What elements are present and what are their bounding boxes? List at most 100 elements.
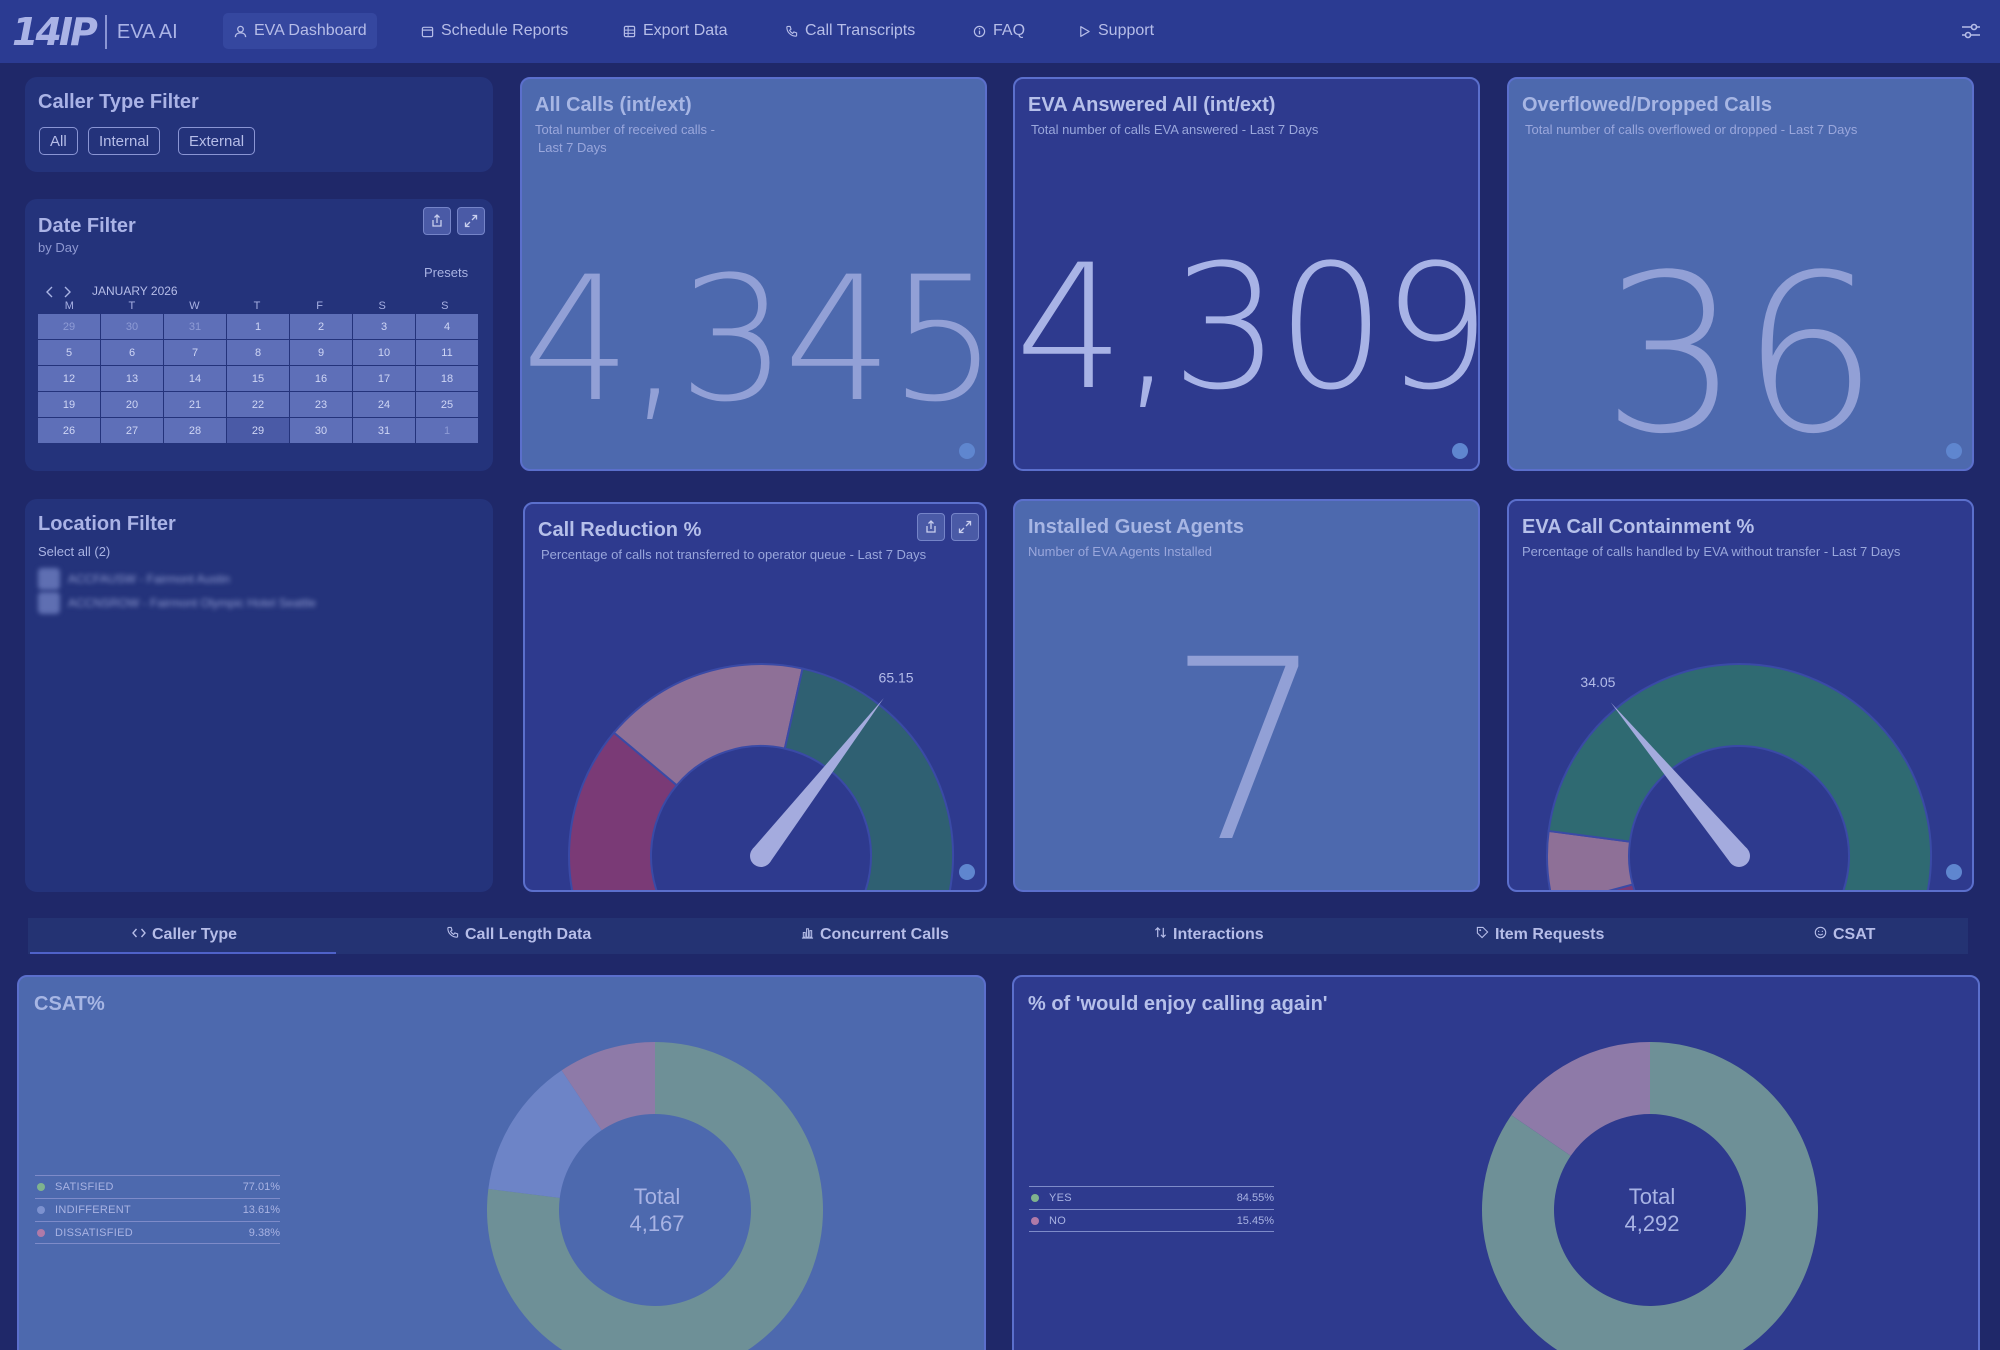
expand-button[interactable] xyxy=(951,513,979,541)
calendar-day[interactable]: 29 xyxy=(38,314,100,339)
nav-item-export-data[interactable]: Export Data xyxy=(612,13,737,49)
table-icon xyxy=(622,24,636,38)
call-reduction-gauge: 65.15100 xyxy=(568,663,954,890)
logo-mark: 14IP xyxy=(12,10,98,54)
logo[interactable]: 14IP EVA AI xyxy=(12,10,178,54)
calendar-day[interactable]: 30 xyxy=(101,314,163,339)
calendar-grid: 29 30 31 1 2 3 4 5 6 7 8 9 10 11 12 13 14 15 16 17 18 19 20 21 2… xyxy=(38,314,478,443)
share-button[interactable] xyxy=(917,513,945,541)
calendar-day[interactable]: 4 xyxy=(416,314,478,339)
tab-csat[interactable]: CSAT xyxy=(1814,926,1875,944)
select-all-link[interactable]: Select all (2) xyxy=(38,544,111,559)
filter-indicator-icon[interactable] xyxy=(1946,443,1962,459)
calendar-weekday-header: M T W T F S S xyxy=(38,300,476,312)
eva-answered-value: 4,309 xyxy=(1015,227,1480,428)
nav-item-faq[interactable]: FAQ xyxy=(962,13,1035,49)
location-option[interactable]: ACCNSROW - Fairmont Olympic Hotel Seattl… xyxy=(38,592,316,614)
caller-type-filter-title: Caller Type Filter xyxy=(38,91,199,113)
calendar-day[interactable]: 1 xyxy=(227,314,289,339)
calendar-day[interactable]: 1 xyxy=(416,418,478,443)
expand-button[interactable] xyxy=(457,207,485,235)
calendar-day[interactable]: 22 xyxy=(227,392,289,417)
chevron-left-icon[interactable] xyxy=(45,285,55,298)
filter-indicator-icon[interactable] xyxy=(1946,864,1962,880)
legend-row: DISSATISFIED 9.38% xyxy=(35,1221,280,1244)
calendar-day[interactable]: 18 xyxy=(416,366,478,391)
calendar-day[interactable]: 29 xyxy=(227,418,289,443)
nav-item-support[interactable]: Support xyxy=(1067,13,1164,49)
calendar-day[interactable]: 24 xyxy=(353,392,415,417)
calendar-day[interactable]: 25 xyxy=(416,392,478,417)
calendar-day[interactable]: 30 xyxy=(290,418,352,443)
presets-link[interactable]: Presets xyxy=(424,265,469,280)
phone-icon xyxy=(446,926,459,944)
calendar-day[interactable]: 5 xyxy=(38,340,100,365)
nav-item-label: Schedule Reports xyxy=(441,22,569,39)
calendar-icon xyxy=(420,24,434,38)
calendar-day[interactable]: 17 xyxy=(353,366,415,391)
donut-center-label: Total 4,167 xyxy=(597,1183,717,1237)
chevron-right-icon[interactable] xyxy=(62,285,72,298)
legend-swatch xyxy=(37,1206,45,1214)
calendar-day[interactable]: 27 xyxy=(101,418,163,443)
user-icon xyxy=(233,24,247,38)
location-checkbox[interactable] xyxy=(38,592,60,614)
filter-indicator-icon[interactable] xyxy=(959,443,975,459)
calendar-day[interactable]: 31 xyxy=(164,314,226,339)
calendar-day[interactable]: 31 xyxy=(353,418,415,443)
calendar-day[interactable]: 28 xyxy=(164,418,226,443)
caller-filter-external-button[interactable]: External xyxy=(178,127,256,155)
calendar-day[interactable]: 11 xyxy=(416,340,478,365)
card-title: EVA Answered All (int/ext) xyxy=(1028,94,1276,116)
tab-item-requests[interactable]: Item Requests xyxy=(1476,926,1604,944)
legend-swatch xyxy=(1031,1194,1039,1202)
play-icon xyxy=(1077,24,1091,38)
location-checkbox[interactable] xyxy=(38,568,60,590)
calendar-day[interactable]: 21 xyxy=(164,392,226,417)
share-button[interactable] xyxy=(423,207,451,235)
calendar-day[interactable]: 7 xyxy=(164,340,226,365)
card-title: Call Reduction % xyxy=(538,519,702,541)
calendar-day[interactable]: 16 xyxy=(290,366,352,391)
eva-answered-card: EVA Answered All (int/ext) Total number … xyxy=(1013,77,1480,471)
tab-concurrent-calls[interactable]: Concurrent Calls xyxy=(801,926,949,944)
calendar-day[interactable]: 14 xyxy=(164,366,226,391)
nav-item-schedule-reports[interactable]: Schedule Reports xyxy=(410,13,578,49)
calendar-day[interactable]: 9 xyxy=(290,340,352,365)
location-label: ACCFAUSW - Fairmont Austin xyxy=(68,572,231,586)
tab-label: Item Requests xyxy=(1495,926,1605,943)
calendar-day[interactable]: 13 xyxy=(101,366,163,391)
nav-item-call-transcripts[interactable]: Call Transcripts xyxy=(774,13,925,49)
calendar-day[interactable]: 8 xyxy=(227,340,289,365)
calendar-day[interactable]: 10 xyxy=(353,340,415,365)
containment-card: EVA Call Containment % Percentage of cal… xyxy=(1507,499,1974,892)
card-subtitle: Number of EVA Agents Installed xyxy=(1028,544,1213,559)
caller-filter-internal-button[interactable]: Internal xyxy=(88,127,161,155)
card-subtitle: Total number of received calls - Last 7 … xyxy=(535,121,715,157)
calendar-day[interactable]: 19 xyxy=(38,392,100,417)
calendar-day[interactable]: 20 xyxy=(101,392,163,417)
caller-type-filter-panel: Caller Type Filter xyxy=(25,77,493,172)
calendar-day[interactable]: 2 xyxy=(290,314,352,339)
tab-caller-type[interactable]: Caller Type xyxy=(132,926,237,944)
tab-call-length-data[interactable]: Call Length Data xyxy=(446,926,591,944)
location-option[interactable]: ACCFAUSW - Fairmont Austin xyxy=(38,568,230,590)
call-reduction-card: Call Reduction % Percentage of calls not… xyxy=(523,502,987,892)
calendar-day[interactable]: 23 xyxy=(290,392,352,417)
filter-indicator-icon[interactable] xyxy=(1452,443,1468,459)
calendar-day[interactable]: 12 xyxy=(38,366,100,391)
date-filter-subtitle: by Day xyxy=(38,240,79,255)
nav-item-eva-dashboard[interactable]: EVA Dashboard xyxy=(223,13,377,49)
expand-icon xyxy=(958,520,972,534)
tag-icon xyxy=(1476,926,1489,944)
calendar-day[interactable]: 6 xyxy=(101,340,163,365)
caller-filter-all-button[interactable]: All xyxy=(39,127,78,155)
card-subtitle-line: Last 7 Days xyxy=(538,140,607,155)
filter-indicator-icon[interactable] xyxy=(959,864,975,880)
calendar-day[interactable]: 15 xyxy=(227,366,289,391)
tab-interactions[interactable]: Interactions xyxy=(1154,926,1264,944)
calendar-day[interactable]: 3 xyxy=(353,314,415,339)
enjoy-legend: YES 84.55% NO 15.45% xyxy=(1029,1186,1274,1232)
calendar-day[interactable]: 26 xyxy=(38,418,100,443)
settings-sliders-icon[interactable] xyxy=(1960,20,1982,42)
